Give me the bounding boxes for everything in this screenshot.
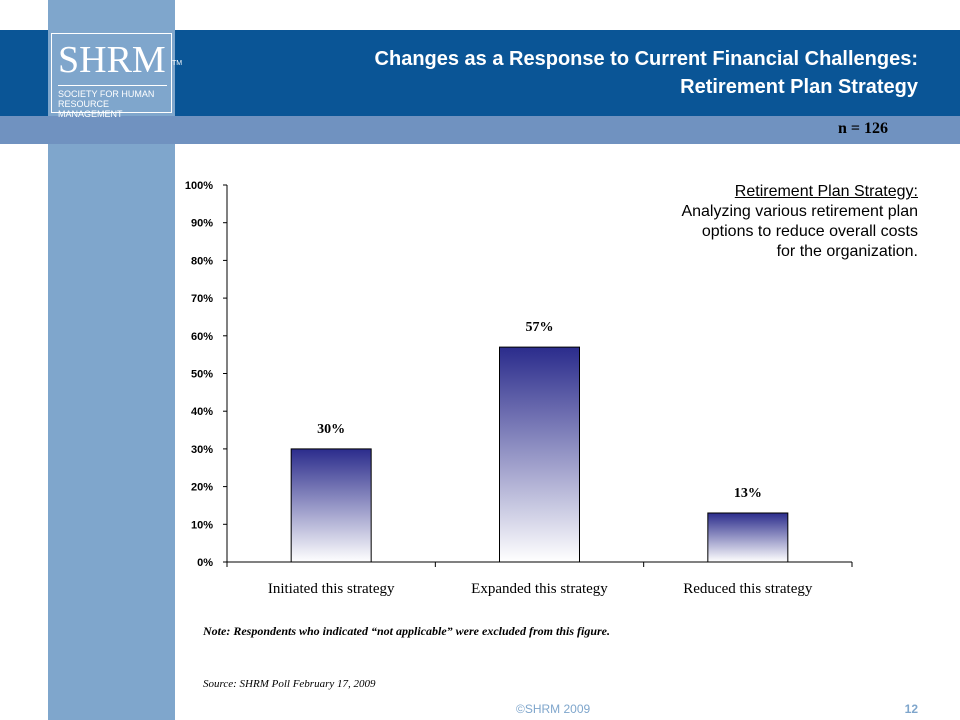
logo-wordmark: SHRM [58, 39, 166, 81]
y-tick-label: 100% [185, 180, 213, 192]
x-tick-label: Reduced this strategy [683, 581, 813, 597]
bar [707, 512, 789, 563]
annotation-title: Retirement Plan Strategy: [734, 183, 918, 200]
logo-trademark: TM [172, 60, 183, 67]
shrm-logo: SHRM SOCIETY FOR HUMAN RESOURCE MANAGEME… [48, 30, 182, 119]
logo-subtitle-line2: RESOURCE MANAGEMENT [58, 99, 123, 119]
logo-frame: SHRM SOCIETY FOR HUMAN RESOURCE MANAGEME… [51, 33, 172, 119]
copyright-text: ©SHRM 2009 [516, 702, 591, 716]
annotation-line3: for the organization. [776, 243, 918, 260]
y-tick-label: 10% [191, 519, 213, 531]
y-tick-label: 0% [197, 557, 213, 569]
y-tick-label: 50% [191, 369, 213, 381]
x-tick-label: Expanded this strategy [471, 581, 608, 597]
page-number: 12 [904, 702, 918, 716]
bar-value-label: 57% [526, 320, 554, 335]
y-tick-label: 80% [191, 255, 213, 267]
bar [290, 448, 372, 563]
bar-value-label: 13% [734, 486, 762, 501]
y-tick-label: 20% [191, 482, 213, 494]
page-title-line2: Retirement Plan Strategy [680, 76, 918, 98]
y-tick-label: 30% [191, 444, 213, 456]
source-citation: Source: SHRM Poll February 17, 2009 [203, 678, 376, 690]
bar [499, 346, 580, 563]
chart-annotation: Retirement Plan Strategy: Analyzing vari… [618, 182, 918, 262]
bar-value-label: 30% [317, 422, 345, 437]
footnote: Note: Respondents who indicated “not app… [203, 624, 610, 638]
annotation-line1: Analyzing various retirement plan [681, 203, 918, 220]
logo-subtitle-line1: SOCIETY FOR HUMAN [58, 89, 155, 99]
y-tick-label: 40% [191, 406, 213, 418]
sample-size-label: n = 126 [837, 120, 888, 137]
logo-divider [58, 85, 167, 86]
page-title: Changes as a Response to Current Financi… [228, 45, 918, 101]
page-title-line1: Changes as a Response to Current Financi… [374, 48, 918, 70]
y-tick-label: 60% [191, 331, 213, 343]
annotation-line2: options to reduce overall costs [701, 223, 918, 240]
y-tick-label: 70% [191, 293, 213, 305]
x-tick-label: Initiated this strategy [268, 581, 395, 597]
logo-subtitle: SOCIETY FOR HUMAN RESOURCE MANAGEMENT [58, 89, 170, 119]
y-tick-label: 90% [191, 218, 213, 230]
sub-band [0, 116, 960, 144]
